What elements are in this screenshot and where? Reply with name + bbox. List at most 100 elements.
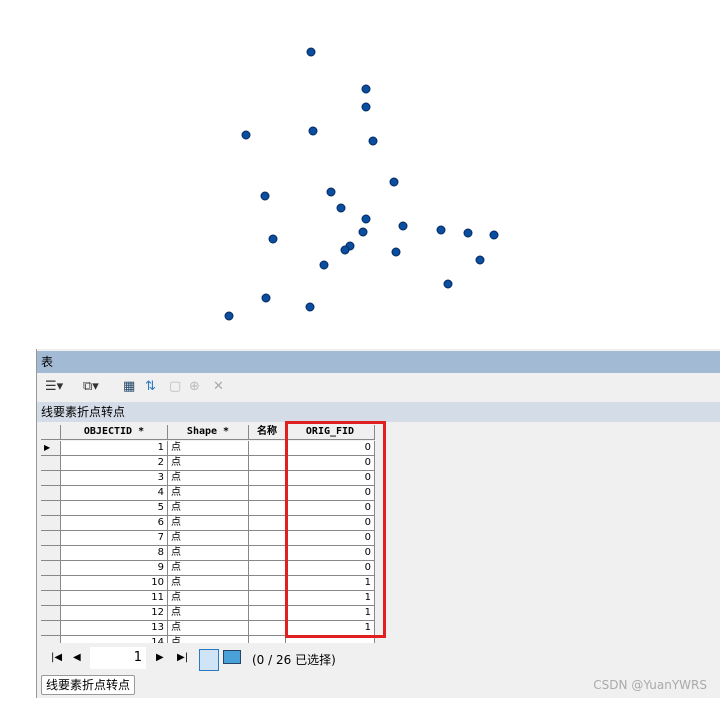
row-selector[interactable] bbox=[41, 606, 61, 621]
table-options-icon[interactable]: ☰▾ bbox=[45, 379, 64, 394]
first-record-icon[interactable]: |◀ bbox=[51, 652, 63, 663]
map-point[interactable] bbox=[361, 102, 371, 112]
table-cell[interactable]: 2 bbox=[61, 456, 168, 471]
map-point[interactable] bbox=[443, 279, 453, 289]
table-cell[interactable] bbox=[249, 531, 286, 546]
column-header[interactable]: Shape * bbox=[168, 425, 249, 440]
table-cell[interactable]: 0 bbox=[286, 531, 375, 546]
row-selector[interactable] bbox=[41, 471, 61, 486]
table-cell[interactable]: 点 bbox=[168, 546, 249, 561]
page-input[interactable]: 1 bbox=[90, 647, 146, 669]
table-cell[interactable] bbox=[249, 621, 286, 636]
table-row[interactable]: 12 点 1 bbox=[41, 606, 375, 621]
table-cell[interactable]: 3 bbox=[61, 471, 168, 486]
table-cell[interactable]: 0 bbox=[286, 561, 375, 576]
table-cell[interactable] bbox=[249, 501, 286, 516]
map-point[interactable] bbox=[241, 130, 251, 140]
table-cell[interactable]: 1 bbox=[286, 576, 375, 591]
table-cell[interactable]: 0 bbox=[286, 471, 375, 486]
row-selector[interactable]: ▶ bbox=[41, 441, 61, 456]
table-cell[interactable]: 点 bbox=[168, 561, 249, 576]
table-cell[interactable] bbox=[249, 546, 286, 561]
map-point[interactable] bbox=[268, 234, 278, 244]
table-cell[interactable]: 6 bbox=[61, 516, 168, 531]
map-point[interactable] bbox=[463, 228, 473, 238]
table-cell[interactable]: 点 bbox=[168, 636, 249, 643]
delete-selected-icon[interactable]: ✕ bbox=[213, 379, 224, 394]
table-row[interactable]: 13 点 1 bbox=[41, 621, 375, 636]
table-cell[interactable]: 8 bbox=[61, 546, 168, 561]
show-all-records-icon[interactable] bbox=[199, 649, 219, 671]
row-selector[interactable] bbox=[41, 636, 61, 643]
table-cell[interactable]: 1 bbox=[286, 591, 375, 606]
map-point[interactable] bbox=[308, 126, 318, 136]
switch-selection-icon[interactable]: ⇅ bbox=[145, 379, 156, 394]
table-cell[interactable]: 1 bbox=[286, 606, 375, 621]
table-cell[interactable]: 0 bbox=[286, 441, 375, 456]
clear-selection-icon[interactable]: ▢ bbox=[169, 379, 182, 394]
row-selector[interactable] bbox=[41, 591, 61, 606]
table-cell[interactable]: 13 bbox=[61, 621, 168, 636]
map-point[interactable] bbox=[261, 293, 271, 303]
table-cell[interactable]: 5 bbox=[61, 501, 168, 516]
map-point[interactable] bbox=[326, 187, 336, 197]
row-selector[interactable] bbox=[41, 576, 61, 591]
table-cell[interactable]: 14 bbox=[61, 636, 168, 643]
attribute-table[interactable]: OBJECTID * Shape * 名称 ORIG_FID ▶ 1 点 0 2 点 0 3 点 0 4 点 0… bbox=[41, 425, 720, 643]
map-point[interactable] bbox=[489, 230, 499, 240]
table-cell[interactable]: 点 bbox=[168, 621, 249, 636]
table-cell[interactable] bbox=[249, 441, 286, 456]
map-point[interactable] bbox=[475, 255, 485, 265]
row-selector[interactable] bbox=[41, 546, 61, 561]
table-cell[interactable] bbox=[249, 591, 286, 606]
table-cell[interactable]: 0 bbox=[286, 516, 375, 531]
row-selector[interactable] bbox=[41, 486, 61, 501]
map-point[interactable] bbox=[260, 191, 270, 201]
table-cell[interactable]: 0 bbox=[286, 486, 375, 501]
table-cell[interactable] bbox=[249, 606, 286, 621]
table-cell[interactable] bbox=[249, 576, 286, 591]
table-cell[interactable]: 点 bbox=[168, 501, 249, 516]
column-header[interactable]: 名称 bbox=[249, 425, 286, 440]
table-cell[interactable]: 11 bbox=[61, 591, 168, 606]
row-selector[interactable] bbox=[41, 561, 61, 576]
last-record-icon[interactable]: ▶| bbox=[177, 652, 189, 663]
row-selector[interactable] bbox=[41, 516, 61, 531]
row-selector[interactable] bbox=[41, 531, 61, 546]
table-cell[interactable]: 点 bbox=[168, 441, 249, 456]
map-point[interactable] bbox=[319, 260, 329, 270]
map-view[interactable] bbox=[0, 0, 720, 348]
table-cell[interactable]: 点 bbox=[168, 486, 249, 501]
table-cell[interactable] bbox=[249, 456, 286, 471]
table-row[interactable]: ▶ 1 点 0 bbox=[41, 441, 375, 456]
table-cell[interactable]: 4 bbox=[61, 486, 168, 501]
row-selector[interactable] bbox=[41, 621, 61, 636]
map-point[interactable] bbox=[306, 47, 316, 57]
table-cell[interactable]: 1 bbox=[61, 441, 168, 456]
table-cell[interactable]: 9 bbox=[61, 561, 168, 576]
map-point[interactable] bbox=[398, 221, 408, 231]
map-point[interactable] bbox=[389, 177, 399, 187]
table-cell[interactable]: 10 bbox=[61, 576, 168, 591]
table-cell[interactable] bbox=[249, 561, 286, 576]
map-point[interactable] bbox=[305, 302, 315, 312]
map-point[interactable] bbox=[336, 203, 346, 213]
table-tab[interactable]: 线要素折点转点 bbox=[41, 675, 136, 695]
zoom-to-selected-icon[interactable]: ⊕ bbox=[189, 379, 200, 394]
table-cell[interactable]: 点 bbox=[168, 591, 249, 606]
table-cell[interactable]: 点 bbox=[168, 471, 249, 486]
map-point[interactable] bbox=[358, 227, 368, 237]
related-tables-icon[interactable]: ⧉▾ bbox=[83, 379, 99, 394]
map-point[interactable] bbox=[391, 247, 401, 257]
map-point[interactable] bbox=[361, 214, 371, 224]
table-row[interactable]: 11 点 1 bbox=[41, 591, 375, 606]
column-header[interactable]: ORIG_FID bbox=[286, 425, 375, 440]
map-point[interactable] bbox=[340, 245, 350, 255]
